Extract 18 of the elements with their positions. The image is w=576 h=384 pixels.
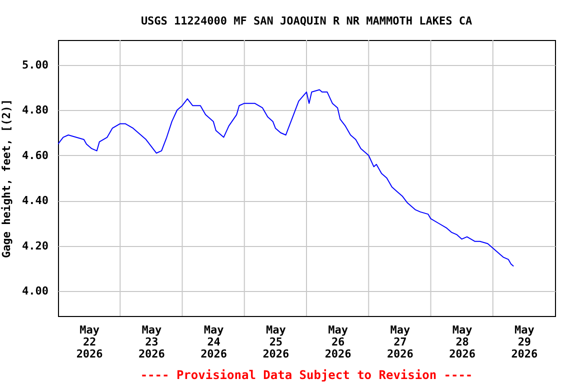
x-tick-label: May 25 2026 — [262, 324, 290, 360]
x-tick-label: May 26 2026 — [324, 324, 352, 360]
x-tick-label: May 28 2026 — [449, 324, 476, 360]
y-tick-label: 4.20 — [22, 239, 48, 252]
x-tick-label: May 23 2026 — [138, 324, 166, 360]
y-axis-title: Gage height, feet, [(2)] — [0, 99, 14, 258]
x-tick-label: May 24 2026 — [200, 324, 228, 360]
y-tick-label: 4.40 — [22, 194, 48, 208]
x-tick-label: May 22 2026 — [76, 324, 104, 360]
y-tick-label: 4.00 — [22, 284, 48, 298]
y-tick-label: 4.80 — [22, 104, 48, 117]
y-tick-label: 4.60 — [22, 148, 48, 162]
line-series — [58, 89, 514, 267]
chart-title: USGS 11224000 MF SAN JOAQUIN R NR MAMMOTH LAKES CA — [140, 14, 472, 28]
x-tick-label: May 27 2026 — [386, 324, 414, 360]
x-tick-label: May 29 2026 — [511, 324, 538, 360]
y-tick-label: 5.00 — [22, 58, 48, 72]
text: ---- Provisional Data Subject to Revision ---- — [140, 368, 473, 382]
